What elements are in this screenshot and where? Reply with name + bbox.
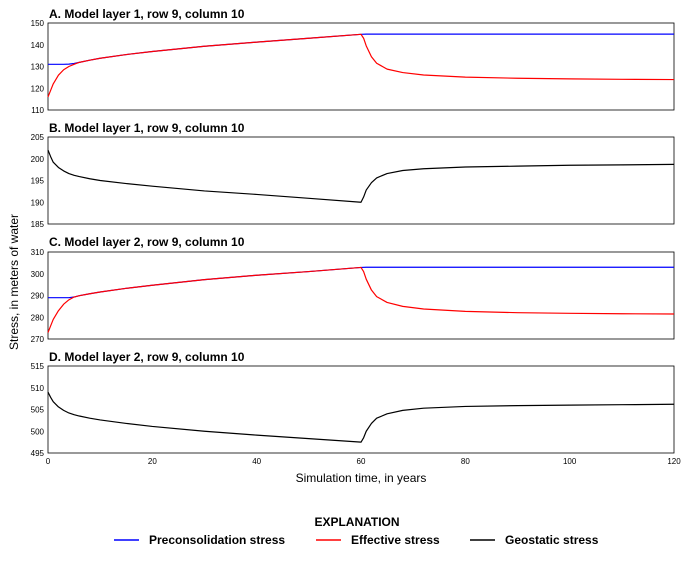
legend-title: EXPLANATION — [314, 515, 399, 529]
ytick-label-1: 195 — [31, 177, 45, 186]
ytick-label-2: 310 — [31, 248, 45, 257]
ytick-label-1: 205 — [31, 133, 45, 142]
xtick-label: 60 — [357, 457, 366, 466]
ytick-label-1: 190 — [31, 198, 45, 207]
xtick-label: 80 — [461, 457, 470, 466]
panel-frame-1 — [47, 136, 675, 225]
xtick-label: 100 — [563, 457, 577, 466]
ytick-label-2: 270 — [31, 335, 45, 344]
ytick-label-3: 495 — [31, 449, 45, 458]
ytick-label-1: 185 — [31, 220, 45, 229]
panel-title-3: D. Model layer 2, row 9, column 10 — [49, 350, 245, 364]
ytick-label-1: 200 — [31, 155, 45, 164]
legend-label-0: Preconsolidation stress — [149, 533, 285, 547]
ytick-label-3: 515 — [31, 362, 45, 371]
xtick-label: 20 — [148, 457, 157, 466]
ytick-label-0: 130 — [31, 63, 45, 72]
xtick-label: 0 — [46, 457, 51, 466]
ytick-label-3: 500 — [31, 427, 45, 436]
xtick-label: 120 — [667, 457, 681, 466]
series-line-geostatic-3 — [47, 391, 675, 443]
ytick-label-3: 510 — [31, 384, 45, 393]
series-line-effective-0 — [47, 33, 675, 98]
x-axis-label: Simulation time, in years — [296, 471, 427, 485]
series-line-effective-2 — [47, 266, 675, 333]
ytick-label-0: 140 — [31, 41, 45, 50]
ytick-label-2: 280 — [31, 313, 45, 322]
xtick-label: 40 — [252, 457, 261, 466]
legend-label-2: Geostatic stress — [505, 533, 599, 547]
panel-title-1: B. Model layer 1, row 9, column 10 — [49, 121, 245, 135]
ytick-label-3: 505 — [31, 406, 45, 415]
series-line-geostatic-1 — [47, 149, 675, 203]
ytick-label-0: 150 — [31, 19, 45, 28]
ytick-label-2: 300 — [31, 270, 45, 279]
panel-frame-3 — [47, 365, 675, 454]
panel-frame-0 — [47, 22, 675, 111]
panel-title-0: A. Model layer 1, row 9, column 10 — [49, 7, 245, 21]
ytick-label-0: 120 — [31, 84, 45, 93]
ytick-label-2: 290 — [31, 292, 45, 301]
y-axis-label: Stress, in meters of water — [7, 214, 21, 350]
legend-label-1: Effective stress — [351, 533, 440, 547]
panel-frame-2 — [47, 251, 675, 340]
panel-title-2: C. Model layer 2, row 9, column 10 — [49, 235, 245, 249]
ytick-label-0: 110 — [31, 106, 44, 115]
